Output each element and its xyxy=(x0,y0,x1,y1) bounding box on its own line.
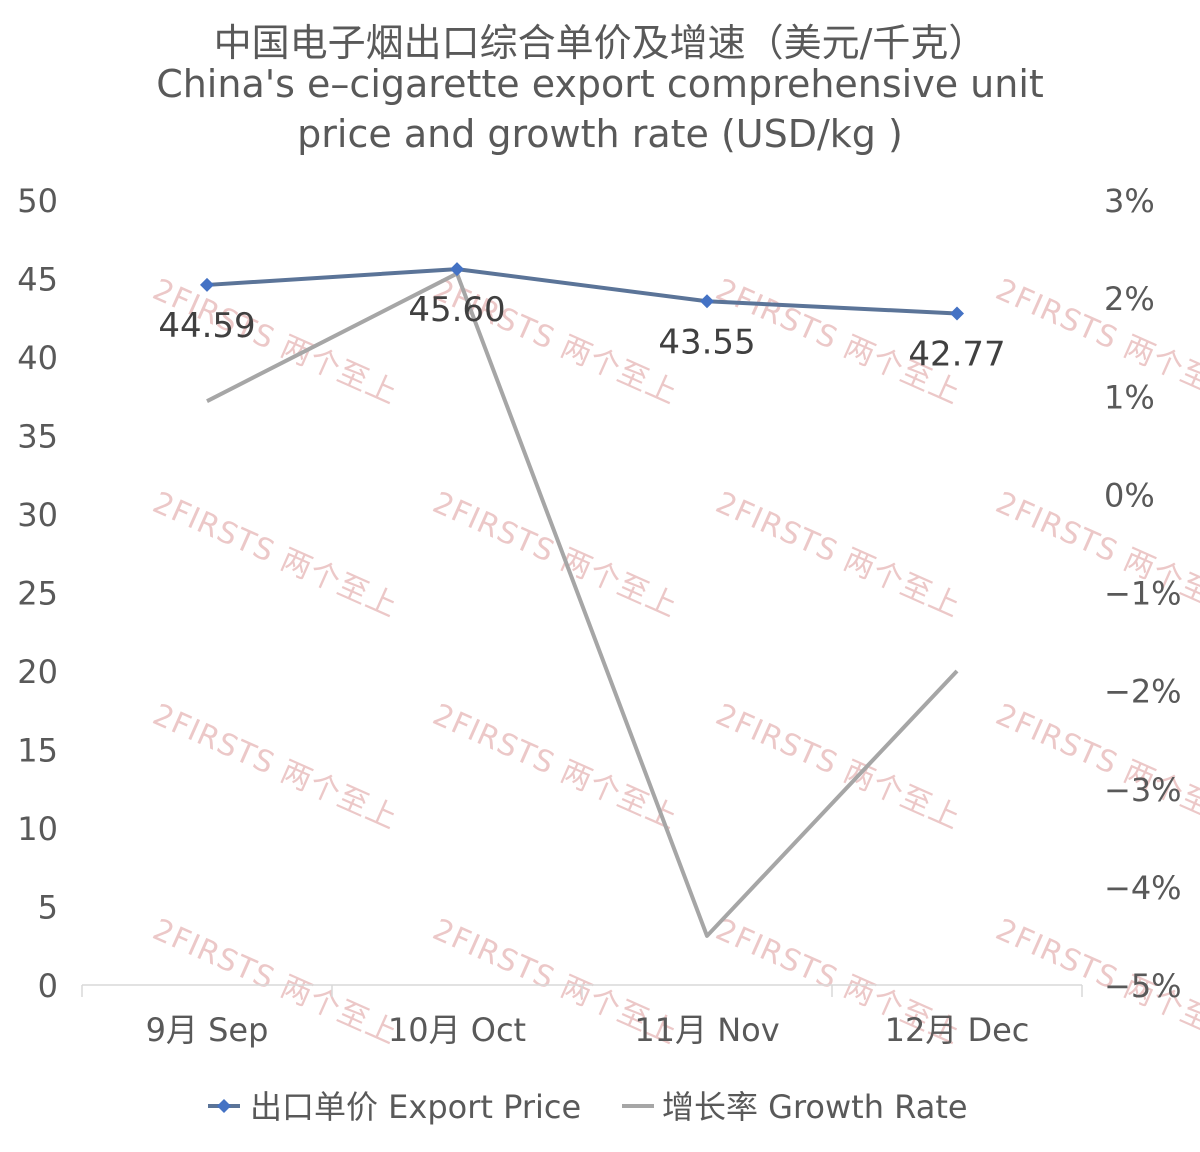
export-price-data-label: 43.55 xyxy=(658,322,755,362)
y-right-tick-label: 0% xyxy=(1104,476,1155,514)
x-tick-label: 11月 Nov xyxy=(634,1011,779,1049)
y-right-tick-label: −4% xyxy=(1104,869,1182,907)
y-left-tick-label: 40 xyxy=(17,339,58,377)
y-right-tick-label: −2% xyxy=(1104,673,1182,711)
export-price-line xyxy=(206,267,958,316)
y-left-tick-label: 45 xyxy=(17,261,58,299)
x-tick-label: 10月 Oct xyxy=(388,1011,526,1049)
y-right-tick-label: −3% xyxy=(1104,771,1182,809)
x-tick-label: 9月 Sep xyxy=(146,1011,269,1049)
export-price-marker xyxy=(950,306,964,321)
y-left-tick-label: 5 xyxy=(38,889,58,927)
y-right-tick-label: −5% xyxy=(1104,967,1182,1005)
legend-price-marker xyxy=(217,1099,231,1113)
y-left-tick-label: 30 xyxy=(17,496,58,534)
y-right-tick-label: −1% xyxy=(1104,575,1182,613)
y-left-tick-label: 10 xyxy=(17,810,58,848)
y-left-tick-label: 0 xyxy=(38,967,58,1005)
export-price-marker xyxy=(450,262,464,277)
export-price-marker xyxy=(700,294,714,309)
chart-title-en-line1: China's e–cigarette export comprehensive… xyxy=(156,62,1044,106)
export-price-data-label: 44.59 xyxy=(158,306,255,346)
export-price-data-label: 42.77 xyxy=(908,335,1005,375)
x-tick-label: 12月 Dec xyxy=(885,1011,1030,1049)
y-right-tick-label: 2% xyxy=(1104,280,1155,318)
y-right-tick-label: 1% xyxy=(1104,378,1155,416)
y-left-tick-label: 50 xyxy=(17,182,58,220)
export-price-marker xyxy=(200,277,214,292)
chart-title-zh: 中国电子烟出口综合单价及增速（美元/千克） xyxy=(213,21,987,65)
export-price-data-label: 45.60 xyxy=(408,290,505,330)
y-left-tick-label: 25 xyxy=(17,575,58,613)
legend-price-label: 出口单价 Export Price xyxy=(250,1088,581,1126)
chart-title-en-line2: price and growth rate (USD/kg ) xyxy=(297,112,903,156)
y-right-tick-label: 3% xyxy=(1104,182,1155,220)
y-left-tick-label: 20 xyxy=(17,653,58,691)
y-left-tick-label: 15 xyxy=(17,732,58,770)
y-left-tick-label: 35 xyxy=(17,418,58,456)
growth-rate-line xyxy=(206,271,959,938)
legend-growth-label: 增长率 Growth Rate xyxy=(662,1088,968,1126)
